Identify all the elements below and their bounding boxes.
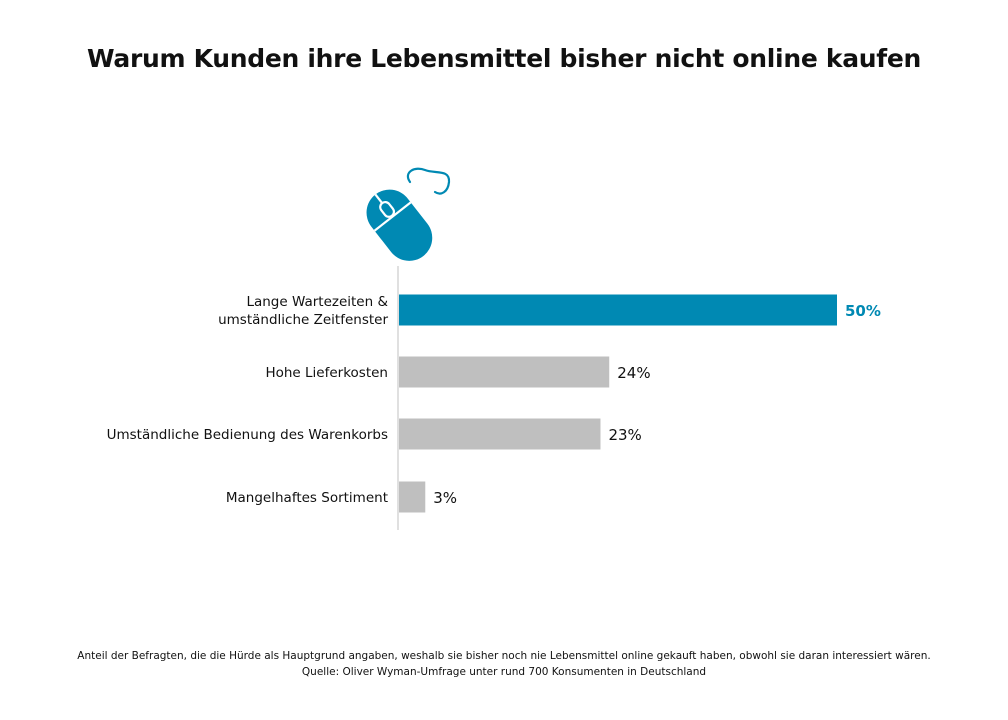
bar-0 [399, 294, 837, 326]
bar-1 [399, 356, 610, 388]
value-label-1: 24% [617, 364, 650, 382]
category-label-0: Lange Wartezeiten & umständliche Zeitfens… [218, 294, 388, 328]
bar-2 [399, 418, 601, 450]
bar-3 [399, 481, 426, 513]
category-label-2: Umständliche Bedienung des Warenkorbs [107, 427, 388, 443]
chart-title: Warum Kunden ihre Lebensmittel bisher ni… [87, 44, 921, 73]
computer-mouse-icon [366, 167, 451, 261]
value-label-3: 3% [433, 489, 457, 507]
value-label-2: 23% [608, 426, 641, 444]
value-label-0: 50% [845, 302, 881, 320]
footnote-description: Anteil der Befragten, die die Hürde als … [77, 650, 931, 662]
category-label-3: Mangelhaftes Sortiment [226, 490, 388, 506]
category-label-1: Hohe Lieferkosten [265, 365, 388, 381]
footnote-source: Quelle: Oliver Wyman-Umfrage unter rund … [301, 666, 707, 678]
